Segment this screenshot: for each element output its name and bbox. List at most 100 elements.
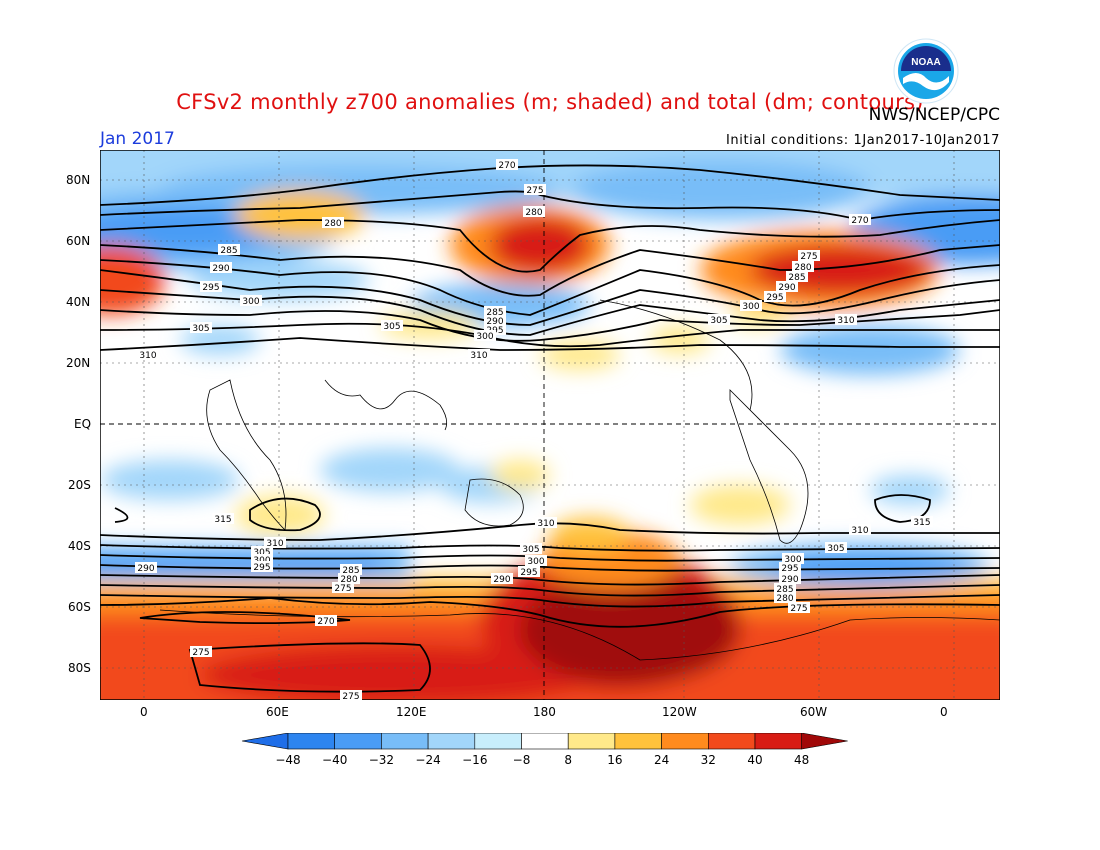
lon-label-120e: 120E — [396, 705, 427, 719]
anomaly-map: 270 275 280 280 285 290 295 300 305 310 … — [100, 150, 1000, 700]
contour-label: 305 — [522, 545, 539, 555]
lat-label-40s: 40S — [68, 539, 91, 553]
contour-label: 280 — [340, 575, 357, 585]
lat-label-60n: 60N — [66, 234, 91, 248]
colorbar-segment — [661, 733, 709, 750]
contour-label: 275 — [800, 252, 817, 262]
noaa-logo-text: NOAA — [911, 57, 940, 68]
contour-label: 305 — [827, 544, 844, 554]
contour-label: 290 — [486, 317, 503, 327]
lat-label-20n: 20N — [66, 356, 91, 370]
contour-label: 275 — [342, 692, 359, 700]
lon-label-60e: 60E — [266, 705, 289, 719]
month-label: Jan 2017 — [100, 129, 175, 149]
lon-label-180: 180 — [533, 705, 556, 719]
colorbar-segment — [567, 733, 616, 750]
contour-label: 305 — [192, 324, 209, 334]
contour-label: 290 — [778, 283, 795, 293]
contour-label: 300 — [527, 557, 544, 567]
contour-label: 290 — [137, 564, 154, 574]
contour-label: 270 — [498, 161, 515, 171]
lon-label-120w: 120W — [662, 705, 697, 719]
grid — [100, 150, 1000, 700]
lat-label-80s: 80S — [68, 661, 91, 675]
contour-label: 295 — [766, 293, 783, 303]
colorbar-segments — [241, 733, 848, 750]
colorbar-label: −24 — [415, 753, 440, 767]
lat-label-40n: 40N — [66, 295, 91, 309]
colorbar-label: 24 — [654, 753, 669, 767]
colorbar-segment — [707, 733, 756, 750]
colorbar-segment — [521, 733, 569, 750]
lon-label-0: 0 — [140, 705, 148, 719]
chart-title: CFSv2 monthly z700 anomalies (m; shaded)… — [176, 90, 924, 114]
colorbar-label: 16 — [607, 753, 622, 767]
contour-label: 300 — [242, 297, 259, 307]
contour-label: 310 — [851, 526, 868, 536]
contour-label: 305 — [253, 548, 270, 558]
anomaly-shading — [100, 150, 1000, 700]
colorbar-segment — [334, 733, 382, 750]
contour-label: 315 — [214, 515, 231, 525]
contour-label: 310 — [837, 316, 854, 326]
contour-label: 305 — [383, 322, 400, 332]
contour-label: 305 — [710, 316, 727, 326]
noaa-logo: NOAA — [893, 38, 959, 104]
contour-label: 270 — [317, 617, 334, 627]
contour-label: 315 — [913, 518, 930, 528]
colorbar-segment — [614, 733, 662, 750]
contour-label: 290 — [212, 264, 229, 274]
contour-label: 285 — [342, 566, 359, 576]
colorbar-label: 48 — [794, 753, 809, 767]
colorbar-label: −48 — [275, 753, 300, 767]
colorbar: −48 −40 −32 −24 −16 −8 8 16 24 32 40 48 — [241, 733, 848, 767]
contour-label: 275 — [526, 186, 543, 196]
colorbar-label: −32 — [369, 753, 394, 767]
contour-label: 285 — [788, 273, 805, 283]
contour-label: 280 — [776, 594, 793, 604]
contour-label: 300 — [742, 302, 759, 312]
contour-label: 280 — [525, 208, 542, 218]
contour-label: 300 — [476, 332, 493, 342]
colorbar-segment — [474, 733, 522, 750]
contour-label: 310 — [266, 539, 283, 549]
contour-label: 310 — [139, 351, 156, 361]
contour-label: 295 — [253, 563, 270, 573]
contour-label: 275 — [334, 584, 351, 594]
lat-label-80n: 80N — [66, 173, 91, 187]
contour-label: 280 — [794, 263, 811, 273]
contour-label: 275 — [192, 648, 209, 658]
contour-label: 285 — [486, 308, 503, 318]
contour-label: 295 — [781, 564, 798, 574]
contour-label: 295 — [202, 283, 219, 293]
lon-label-0-east: 0 — [940, 705, 948, 719]
colorbar-label: −16 — [462, 753, 487, 767]
colorbar-label: −8 — [513, 753, 531, 767]
colorbar-label: 8 — [564, 753, 572, 767]
initial-conditions-label: Initial conditions: 1Jan2017-10Jan2017 — [725, 133, 1000, 148]
contour-label: 280 — [324, 219, 341, 229]
colorbar-label: 40 — [747, 753, 762, 767]
colorbar-segment — [287, 733, 336, 750]
contour-label: 285 — [776, 585, 793, 595]
contour-label: 310 — [537, 519, 554, 529]
contour-label: 290 — [493, 575, 510, 585]
agency-label: NWS/NCEP/CPC — [868, 105, 1000, 125]
colorbar-segment — [801, 733, 848, 750]
colorbar-segment — [754, 733, 803, 750]
colorbar-segment — [381, 733, 429, 750]
contour-label: 270 — [851, 216, 868, 226]
colorbar-label: −40 — [322, 753, 347, 767]
contour-label: 300 — [784, 555, 801, 565]
colorbar-segment — [241, 733, 289, 750]
lat-label-20s: 20S — [68, 478, 91, 492]
lat-label-eq: EQ — [74, 417, 92, 431]
contour-label: 295 — [520, 568, 537, 578]
contour-label: 290 — [781, 575, 798, 585]
lat-label-60s: 60S — [68, 600, 91, 614]
colorbar-label: 32 — [701, 753, 716, 767]
colorbar-segment — [427, 733, 476, 750]
contour-label: 285 — [220, 246, 237, 256]
contour-label: 275 — [790, 604, 807, 614]
contour-label: 310 — [470, 351, 487, 361]
